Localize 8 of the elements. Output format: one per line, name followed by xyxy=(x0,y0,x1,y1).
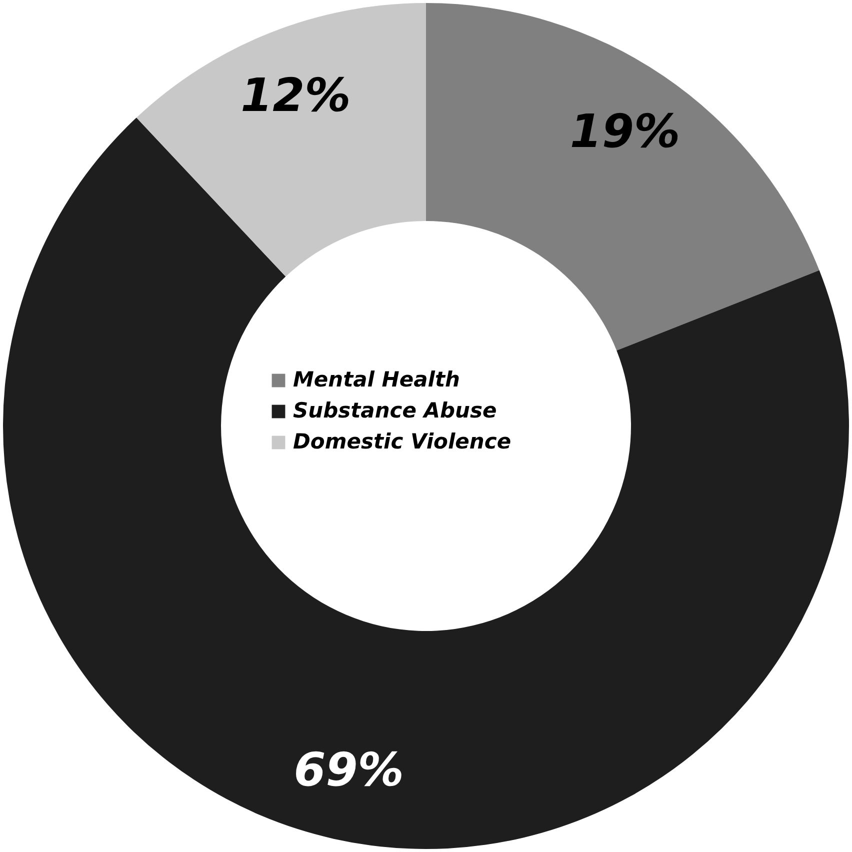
legend-label: Mental Health xyxy=(293,368,460,392)
donut-slice xyxy=(136,3,426,277)
donut-slice xyxy=(426,3,820,351)
legend-label: Substance Abuse xyxy=(293,398,497,422)
legend-label: Domestic Violence xyxy=(293,430,512,454)
data-label: 12% xyxy=(240,68,351,122)
data-label: 69% xyxy=(294,742,404,796)
data-label: 19% xyxy=(570,104,680,158)
